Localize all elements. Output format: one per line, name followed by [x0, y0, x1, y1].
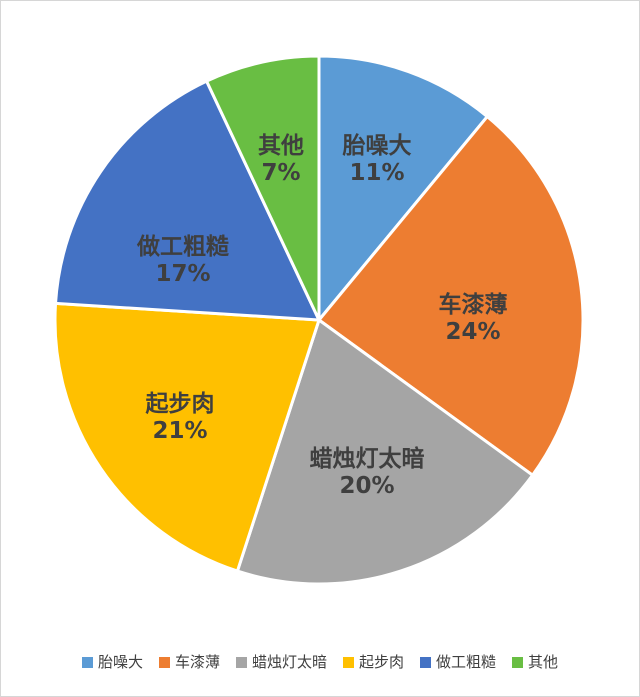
slice-label-5: 做工粗糙 17% [136, 233, 229, 287]
legend-item-1: 胎噪大 [81, 653, 143, 671]
pie-slice-3 [235, 318, 535, 586]
legend-label: 做工粗糙 [436, 653, 497, 671]
legend-marker-icon [235, 657, 247, 668]
legend-item-4: 起步肉 [343, 655, 404, 670]
legend-marker-icon [420, 657, 432, 668]
pie-slice-5 [54, 79, 321, 322]
legend-marker-icon [512, 657, 524, 668]
legend-item-3: 蜡烛灯太暗 [235, 653, 327, 671]
legend-item-5: 做工粗糙 [420, 655, 496, 670]
pie-slice-6 [205, 54, 321, 322]
pie-slice-1 [317, 54, 489, 322]
legend-item-6: 其他 [512, 655, 558, 670]
legend-label: 车漆薄 [174, 653, 220, 671]
legend: 胎噪大 车漆薄 蜡烛灯太暗 起步肉 做工粗糙 其他 [1, 655, 639, 670]
legend-label: 其他 [528, 653, 559, 671]
legend-label: 起步肉 [359, 653, 405, 671]
pie-slice-2 [317, 115, 585, 477]
slice-label-4: 起步肉 21% [146, 391, 215, 444]
pie-slice-4 [53, 301, 321, 573]
slice-label-1: 胎噪大 11% [343, 132, 412, 186]
legend-marker-icon [81, 657, 93, 668]
legend-item-2: 车漆薄 [158, 653, 220, 671]
slice-label-2: 车漆薄 24% [439, 291, 508, 345]
legend-marker-icon [343, 657, 354, 668]
slice-label-3: 蜡烛灯太暗 20% [310, 445, 425, 499]
slice-label-6: 其他 7% [258, 133, 304, 186]
legend-label: 胎噪大 [97, 653, 143, 671]
legend-label: 蜡烛灯太暗 [251, 653, 327, 671]
legend-marker-icon [158, 657, 170, 668]
